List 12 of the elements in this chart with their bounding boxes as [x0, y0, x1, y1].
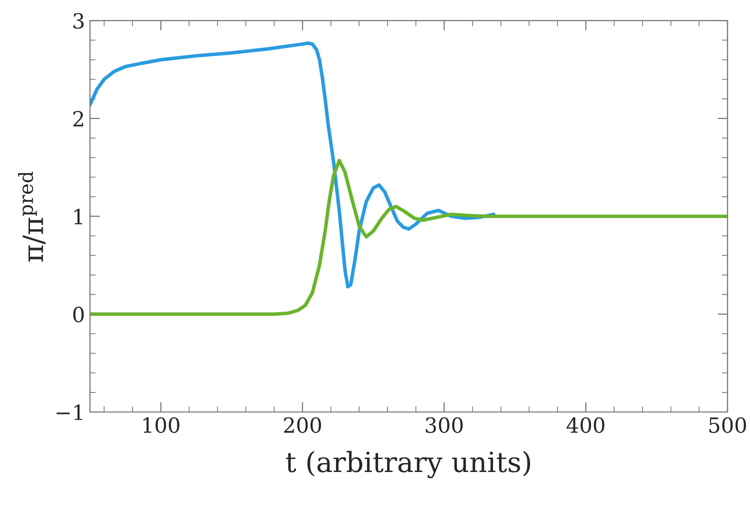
- y-tick-label: 1: [74, 208, 82, 224]
- x-tick-label: 200: [284, 417, 321, 433]
- x-tick-label: 300: [426, 417, 463, 433]
- y-axis-title: π/π$^{pred}$: [18, 171, 46, 262]
- x-tick-label: 100: [143, 417, 180, 433]
- x-axis-title: t (arbitrary units): [286, 450, 530, 478]
- y-tick-label: 0: [73, 306, 84, 322]
- x-tick-label: 500: [709, 417, 746, 433]
- y-tick-label: 2: [73, 110, 84, 126]
- y-tick-label: 3: [73, 13, 84, 29]
- x-tick-label: 400: [566, 417, 604, 433]
- y-tick-label: −1: [56, 404, 82, 420]
